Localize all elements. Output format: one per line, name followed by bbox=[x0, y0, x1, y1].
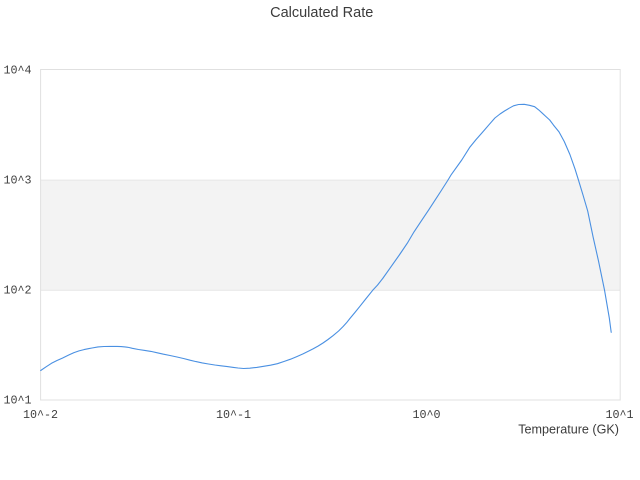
svg-text:10^-2: 10^-2 bbox=[23, 408, 58, 422]
svg-text:10^-1: 10^-1 bbox=[216, 408, 251, 422]
svg-text:10^1: 10^1 bbox=[3, 393, 31, 407]
svg-text:10^0: 10^0 bbox=[412, 408, 440, 422]
svg-text:Temperature (GK): Temperature (GK) bbox=[518, 423, 619, 437]
svg-text:10^1: 10^1 bbox=[605, 408, 633, 422]
svg-text:10^2: 10^2 bbox=[3, 284, 31, 298]
svg-text:Calculated Rate: Calculated Rate bbox=[270, 5, 373, 21]
svg-text:10^4: 10^4 bbox=[3, 63, 31, 77]
svg-text:10^3: 10^3 bbox=[3, 174, 31, 188]
